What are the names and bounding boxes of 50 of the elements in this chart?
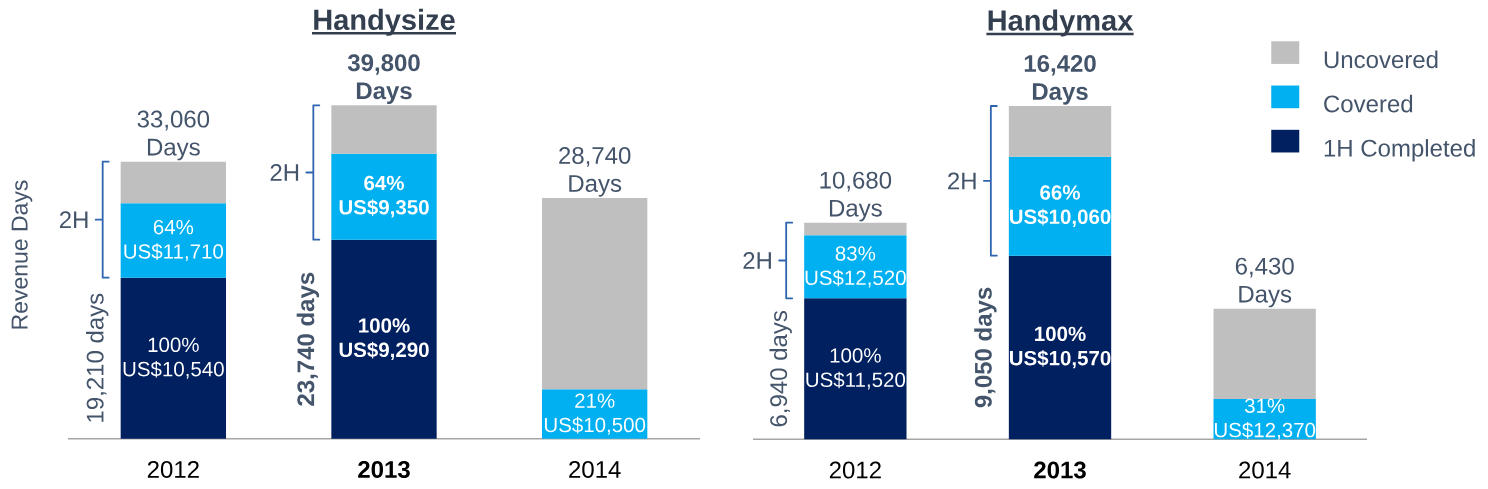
annotation: 2H	[270, 164, 299, 181]
bar	[1008, 255, 1112, 440]
annotation: 2H	[948, 172, 976, 190]
annotation: 83% US$12,520	[805, 246, 906, 288]
bar	[331, 153, 437, 240]
annotation: 64% US$11,710	[124, 219, 224, 262]
annotation: 19,210 days	[86, 293, 109, 422]
annotation: 9,050 days	[974, 287, 997, 408]
x-tick-label: 2013	[1034, 461, 1086, 479]
annotation: 100% US$9,290	[339, 318, 429, 361]
annotation: 100% US$10,540	[123, 337, 224, 379]
annotation: 100% US$11,520	[806, 348, 906, 390]
bar	[1008, 156, 1112, 256]
annotation: 66% US$10,060	[1009, 185, 1111, 228]
bar	[120, 161, 226, 204]
annotation: 10,680 Days	[820, 171, 892, 222]
annotation: 28,740 Days	[559, 146, 631, 197]
annotation: 100% US$10,570	[1009, 326, 1111, 369]
x-tick-label: 2014	[569, 460, 621, 478]
bar	[804, 222, 907, 236]
x-tick-label: 2014	[1239, 461, 1291, 479]
annotation: 23,740 days	[296, 272, 320, 406]
annotation: 2H	[59, 211, 88, 229]
y-axis-title: Revenue Days	[11, 180, 33, 329]
chart-title: Handymax	[988, 9, 1134, 37]
bar	[542, 197, 648, 390]
text: 16,420 Days	[1024, 54, 1096, 105]
bar	[331, 239, 437, 439]
annotation: 33,060 Days	[137, 110, 210, 161]
bar	[1008, 105, 1112, 157]
bar	[804, 235, 907, 299]
legend-label: Uncovered	[1324, 50, 1438, 69]
annotation: 6,940 days	[769, 310, 792, 427]
annotation: 6,430 Days	[1235, 257, 1294, 308]
bar	[120, 277, 226, 439]
annotation: 64% US$9,350	[339, 175, 429, 218]
bar	[120, 203, 226, 278]
x-tick-label: 2012	[829, 461, 881, 479]
annotation: 31% US$12,370	[1214, 398, 1316, 440]
x-tick-label: 2013	[358, 460, 410, 478]
legend-label: Covered	[1324, 94, 1413, 113]
bar	[331, 105, 437, 154]
x-tick-label: 2012	[147, 460, 199, 478]
bar	[804, 298, 907, 440]
text: 39,800 Days	[347, 54, 420, 105]
bar	[1213, 308, 1316, 399]
annotation: 2H	[743, 252, 771, 269]
chart-title: Handysize	[314, 8, 455, 36]
legend-label: 1H Completed	[1324, 139, 1475, 162]
annotation: 21% US$10,500	[544, 393, 646, 435]
